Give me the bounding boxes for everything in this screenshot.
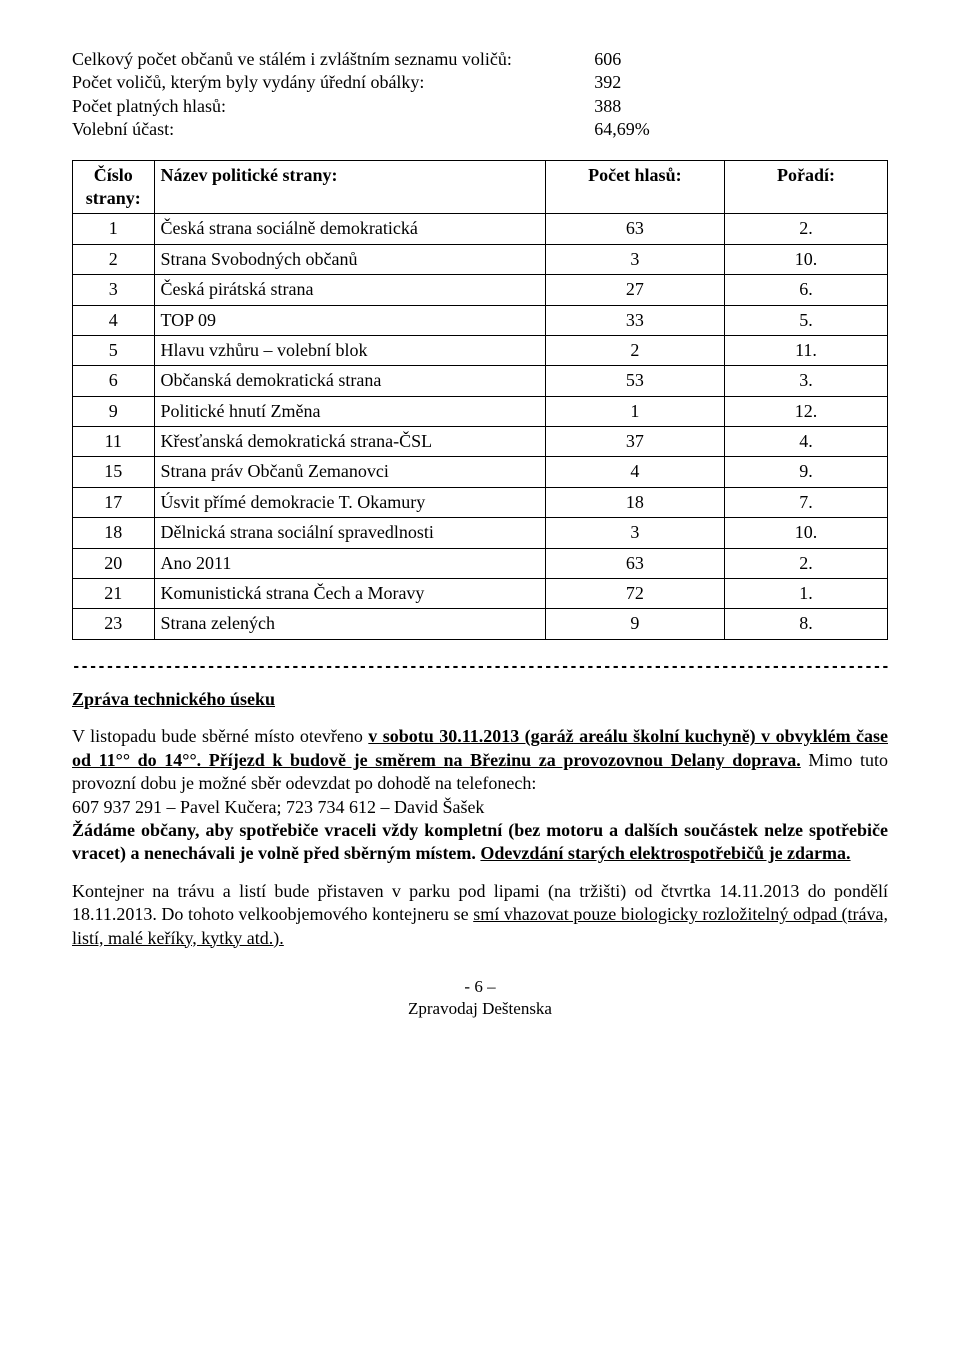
party-number: 15 [73, 457, 155, 487]
party-rank: 6. [724, 275, 887, 305]
party-name: Dělnická strana sociální spravedlnosti [154, 518, 545, 548]
voter-stats-table: Celkový počet občanů ve stálém i zvláštn… [72, 48, 888, 142]
party-rank: 2. [724, 548, 887, 578]
stats-row: Celkový počet občanů ve stálém i zvláštn… [72, 48, 888, 71]
party-number: 4 [73, 305, 155, 335]
table-row: 18Dělnická strana sociální spravedlnosti… [73, 518, 888, 548]
party-number: 17 [73, 487, 155, 517]
party-number: 21 [73, 579, 155, 609]
party-name: Ano 2011 [154, 548, 545, 578]
results-header-row: Číslo strany: Název politické strany: Po… [73, 160, 888, 214]
table-row: 21Komunistická strana Čech a Moravy721. [73, 579, 888, 609]
vote-count: 2 [545, 335, 724, 365]
party-rank: 1. [724, 579, 887, 609]
table-row: 17Úsvit přímé demokracie T. Okamury187. [73, 487, 888, 517]
para1-contacts: 607 937 291 – Pavel Kučera; 723 734 612 … [72, 797, 484, 817]
party-name: Občanská demokratická strana [154, 366, 545, 396]
party-name: Strana práv Občanů Zemanovci [154, 457, 545, 487]
technical-para-1: V listopadu bude sběrné místo otevřeno v… [72, 725, 888, 865]
party-rank: 8. [724, 609, 887, 639]
stats-row: Počet voličů, kterým byly vydány úřední … [72, 71, 888, 94]
table-row: 3Česká pirátská strana276. [73, 275, 888, 305]
publication-title: Zpravodaj Deštenska [72, 998, 888, 1020]
vote-count: 3 [545, 244, 724, 274]
party-rank: 12. [724, 396, 887, 426]
header-party-name: Název politické strany: [154, 160, 545, 214]
table-row: 1Česká strana sociálně demokratická632. [73, 214, 888, 244]
vote-count: 1 [545, 396, 724, 426]
header-rank: Pořadí: [724, 160, 887, 214]
header-party-number: Číslo strany: [73, 160, 155, 214]
party-name: Hlavu vzhůru – volební blok [154, 335, 545, 365]
party-rank: 3. [724, 366, 887, 396]
party-rank: 2. [724, 214, 887, 244]
vote-count: 18 [545, 487, 724, 517]
table-row: 4TOP 09335. [73, 305, 888, 335]
party-rank: 10. [724, 244, 887, 274]
vote-count: 63 [545, 214, 724, 244]
party-number: 1 [73, 214, 155, 244]
stats-value: 64,69% [594, 118, 888, 141]
table-row: 9Politické hnutí Změna112. [73, 396, 888, 426]
party-rank: 5. [724, 305, 887, 335]
vote-count: 33 [545, 305, 724, 335]
party-name: Strana zelených [154, 609, 545, 639]
party-rank: 9. [724, 457, 887, 487]
table-row: 6Občanská demokratická strana533. [73, 366, 888, 396]
party-name: Strana Svobodných občanů [154, 244, 545, 274]
table-row: 15Strana práv Občanů Zemanovci49. [73, 457, 888, 487]
table-row: 2Strana Svobodných občanů310. [73, 244, 888, 274]
section-divider: ----------------------------------------… [72, 658, 888, 676]
table-row: 20Ano 2011632. [73, 548, 888, 578]
technical-para-2: Kontejner na trávu a listí bude přistave… [72, 880, 888, 950]
party-number: 2 [73, 244, 155, 274]
para1-prefix: V listopadu bude sběrné místo otevřeno [72, 726, 368, 746]
party-number: 18 [73, 518, 155, 548]
stats-value: 388 [594, 95, 888, 118]
party-name: Politické hnutí Změna [154, 396, 545, 426]
party-name: Křesťanská demokratická strana-ČSL [154, 427, 545, 457]
stats-value: 606 [594, 48, 888, 71]
party-number: 23 [73, 609, 155, 639]
vote-count: 63 [545, 548, 724, 578]
party-number: 9 [73, 396, 155, 426]
technical-section-title: Zpráva technického úseku [72, 688, 888, 711]
party-name: Česká pirátská strana [154, 275, 545, 305]
stats-row: Počet platných hlasů:388 [72, 95, 888, 118]
party-rank: 11. [724, 335, 887, 365]
party-name: TOP 09 [154, 305, 545, 335]
vote-count: 37 [545, 427, 724, 457]
para1-bold-under-3: Odevzdání starých elektrospotřebičů je z… [480, 843, 850, 863]
stats-label: Celkový počet občanů ve stálém i zvláštn… [72, 48, 594, 71]
vote-count: 3 [545, 518, 724, 548]
party-number: 6 [73, 366, 155, 396]
stats-row: Volební účast:64,69% [72, 118, 888, 141]
table-row: 23Strana zelených98. [73, 609, 888, 639]
party-name: Česká strana sociálně demokratická [154, 214, 545, 244]
vote-count: 53 [545, 366, 724, 396]
party-rank: 4. [724, 427, 887, 457]
stats-value: 392 [594, 71, 888, 94]
party-number: 5 [73, 335, 155, 365]
vote-count: 9 [545, 609, 724, 639]
party-name: Komunistická strana Čech a Moravy [154, 579, 545, 609]
table-row: 11Křesťanská demokratická strana-ČSL374. [73, 427, 888, 457]
vote-count: 72 [545, 579, 724, 609]
stats-label: Počet platných hlasů: [72, 95, 594, 118]
party-number: 3 [73, 275, 155, 305]
stats-label: Volební účast: [72, 118, 594, 141]
party-rank: 10. [724, 518, 887, 548]
stats-label: Počet voličů, kterým byly vydány úřední … [72, 71, 594, 94]
party-number: 11 [73, 427, 155, 457]
election-results-table: Číslo strany: Název politické strany: Po… [72, 160, 888, 640]
party-number: 20 [73, 548, 155, 578]
header-votes: Počet hlasů: [545, 160, 724, 214]
vote-count: 4 [545, 457, 724, 487]
party-rank: 7. [724, 487, 887, 517]
page-number: - 6 – [72, 976, 888, 998]
vote-count: 27 [545, 275, 724, 305]
party-name: Úsvit přímé demokracie T. Okamury [154, 487, 545, 517]
table-row: 5Hlavu vzhůru – volební blok211. [73, 335, 888, 365]
